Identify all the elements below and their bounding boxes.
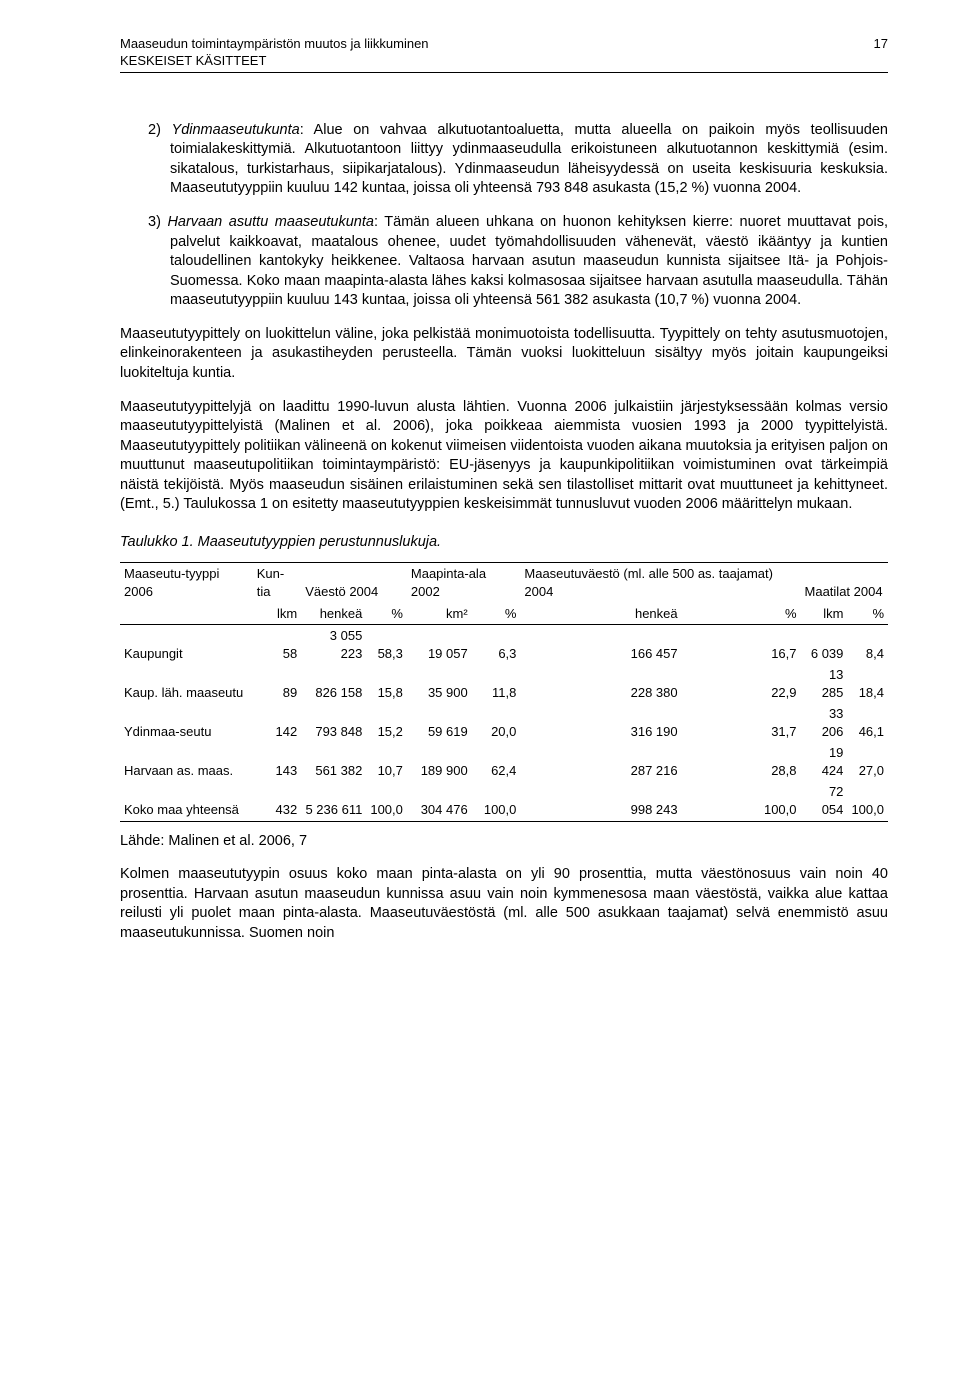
table-cell: Kaupungit [120,625,253,665]
th-pct4: % [847,603,888,625]
table-row: Harvaan as. maas.143561 38210,7189 90062… [120,742,888,781]
table-cell: 59 619 [407,703,472,742]
th-pct1: % [366,603,407,625]
table-cell: 998 243 [520,781,681,821]
table-cell: 58,3 [366,625,407,665]
table-cell: 304 476 [407,781,472,821]
table-cell: Harvaan as. maas. [120,742,253,781]
table-cell: 11,8 [472,664,521,703]
item3-marker: 3) [148,214,161,230]
page-number: 17 [874,36,888,53]
th-lkm2: lkm [801,603,848,625]
paragraph-1: Maaseututyypittely on luokittelun väline… [120,325,888,384]
table-cell: Koko maa yhteensä [120,781,253,821]
table-cell: 100,0 [472,781,521,821]
item2-term: Ydinmaaseutukunta [172,122,300,138]
table-cell: 15,8 [366,664,407,703]
table-cell: 46,1 [847,703,888,742]
table-cell: 15,2 [366,703,407,742]
table-cell: 3 055 223 [301,625,366,665]
table-source: Lähde: Malinen et al. 2006, 7 [120,832,888,852]
th-maapinta: Maapinta-ala 2002 [407,563,521,603]
list-item-2: 2) Ydinmaaseutukunta: Alue on vahvaa alk… [120,121,888,199]
table-cell: 58 [253,625,302,665]
table-row: Ydinmaa-seutu142793 84815,259 61920,0316… [120,703,888,742]
table-cell: 432 [253,781,302,821]
th-maatilat: Maatilat 2004 [801,563,888,603]
th-lkm: lkm [253,603,302,625]
table-cell: 19 057 [407,625,472,665]
table-cell: 100,0 [366,781,407,821]
table-cell: 10,7 [366,742,407,781]
data-table: Maaseutu-tyyppi 2006 Kun-tia Väestö 2004… [120,562,888,821]
th-type: Maaseutu-tyyppi 2006 [120,563,253,603]
table-cell: 31,7 [682,703,801,742]
paragraph-2: Maaseututyypittelyjä on laadittu 1990-lu… [120,398,888,515]
table-cell: 100,0 [847,781,888,821]
table-cell: 27,0 [847,742,888,781]
table-row: Kaup. läh. maaseutu89826 15815,835 90011… [120,664,888,703]
table-cell: 35 900 [407,664,472,703]
th-henkea: henkeä [301,603,366,625]
th-blank [120,603,253,625]
table-cell: 8,4 [847,625,888,665]
table-cell: 166 457 [520,625,681,665]
table-cell: 793 848 [301,703,366,742]
item2-marker: 2) [148,122,161,138]
th-kuntia: Kun-tia [253,563,302,603]
table-cell: 826 158 [301,664,366,703]
table-cell: 142 [253,703,302,742]
table-cell: 6,3 [472,625,521,665]
header-title-line1: Maaseudun toimintaympäristön muutos ja l… [120,36,429,51]
table-row: Kaupungit583 055 22358,319 0576,3166 457… [120,625,888,665]
table-cell: 6 039 [801,625,848,665]
table-cell: 19 424 [801,742,848,781]
table-cell: 22,9 [682,664,801,703]
page-header: Maaseudun toimintaympäristön muutos ja l… [120,36,888,73]
table-cell: 287 216 [520,742,681,781]
table-cell: 13 285 [801,664,848,703]
table-cell: 20,0 [472,703,521,742]
th-henkea2: henkeä [520,603,681,625]
th-km2: km² [407,603,472,625]
table-cell: 316 190 [520,703,681,742]
table-cell: 143 [253,742,302,781]
header-title: Maaseudun toimintaympäristön muutos ja l… [120,36,429,70]
table-cell: 228 380 [520,664,681,703]
th-pct3: % [682,603,801,625]
table-cell: 5 236 611 [301,781,366,821]
header-title-line2: KESKEISET KÄSITTEET [120,53,266,68]
table-cell: Kaup. läh. maaseutu [120,664,253,703]
table-cell: 28,8 [682,742,801,781]
paragraph-3: Kolmen maaseututyypin osuus koko maan pi… [120,865,888,943]
table-cell: 18,4 [847,664,888,703]
th-pct2: % [472,603,521,625]
table-cell: 89 [253,664,302,703]
table-cell: 189 900 [407,742,472,781]
table-cell: 16,7 [682,625,801,665]
table-caption: Taulukko 1. Maaseututyyppien perustunnus… [120,533,888,553]
th-vaesto: Väestö 2004 [301,563,407,603]
table-cell: 100,0 [682,781,801,821]
th-maaseutuvaesto: Maaseutuväestö (ml. alle 500 as. taajama… [520,563,800,603]
table-cell: 72 054 [801,781,848,821]
table-cell: Ydinmaa-seutu [120,703,253,742]
table-cell: 561 382 [301,742,366,781]
list-item-3: 3) Harvaan asuttu maaseutukunta: Tämän a… [120,213,888,311]
table-row: Koko maa yhteensä4325 236 611100,0304 47… [120,781,888,821]
table-cell: 33 206 [801,703,848,742]
item3-term: Harvaan asuttu maaseutukunta [167,214,374,230]
table-cell: 62,4 [472,742,521,781]
